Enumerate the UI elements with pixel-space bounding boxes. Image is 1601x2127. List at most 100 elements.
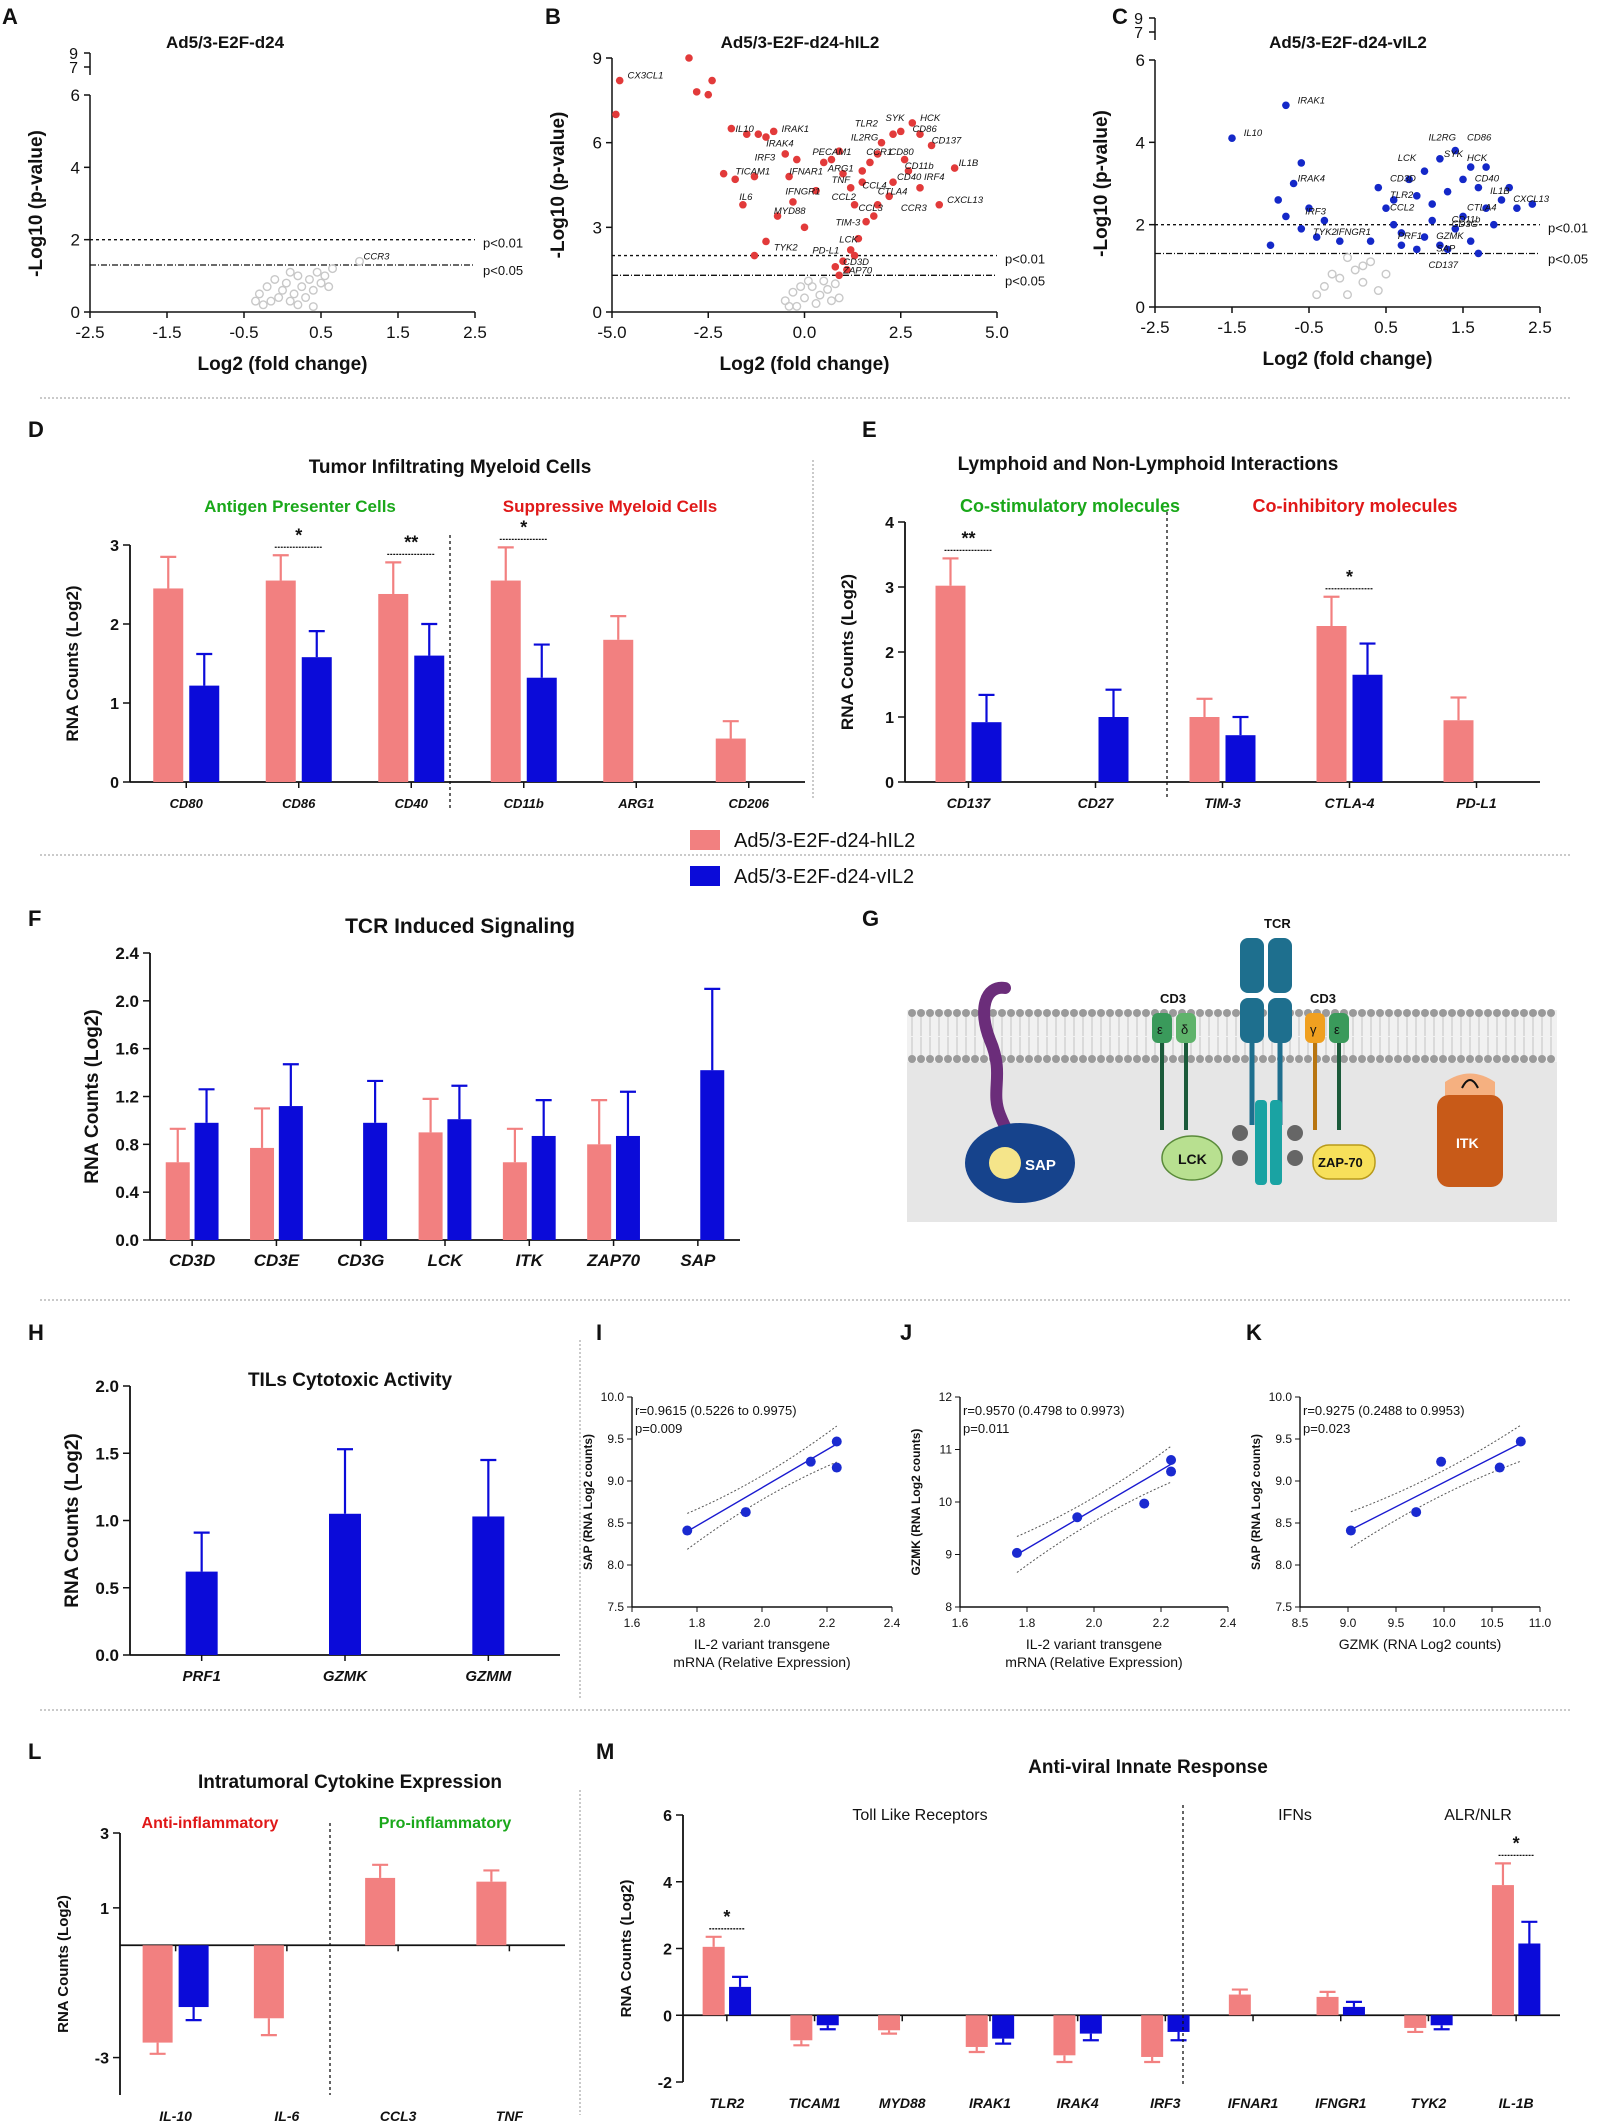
point-label: GZMK — [1436, 231, 1464, 242]
chart-title: Tumor Infiltrating Myeloid Cells — [309, 457, 592, 478]
y-tick-label: 3 — [100, 1826, 109, 1843]
lipid-head-outer — [935, 1009, 943, 1017]
data-point — [293, 300, 303, 310]
data-point-significant — [1459, 175, 1467, 184]
legend: Ad5/3-E2F-d24-hIL2 Ad5/3-E2F-d24-vIL2 — [690, 830, 915, 888]
data-point-significant — [750, 172, 759, 181]
volcano-plot-a: Ad5/3-E2F-d24 -2.5 -1.5 -0.5 0.5 1.5 2.5 0 2 4 6 97… — [26, 33, 523, 375]
tcr-label: TCR — [1264, 916, 1291, 931]
y-axis-label: RNA Counts (Log2) — [62, 1433, 83, 1608]
point-label: TIM-3 — [835, 217, 861, 228]
y-axis-label: RNA Counts (Log2) — [63, 585, 82, 741]
data-point-significant — [827, 155, 836, 164]
point-label: CXCL13 — [947, 195, 984, 206]
data-point-significant — [846, 184, 855, 192]
y-break-label: 9 — [69, 46, 78, 63]
bar — [992, 2015, 1015, 2039]
group-label: Anti-inflammatory — [142, 1815, 279, 1832]
data-point-nonsignificant — [1319, 281, 1329, 291]
lipid-head-outer — [1007, 1009, 1015, 1017]
bar — [185, 1571, 218, 1655]
group-labels-d: Antigen Presenter Cells Suppressive Myelo… — [204, 497, 717, 516]
lck-kinase — [1161, 1135, 1223, 1181]
itk-kinase — [1437, 1095, 1503, 1187]
data-point-nonsignificant — [811, 299, 821, 309]
lipid-head-outer — [1061, 1009, 1069, 1017]
point-label: IFNAR1 — [789, 167, 823, 178]
data-point-significant — [900, 155, 909, 164]
data-point — [297, 282, 307, 292]
data-point-significant — [1389, 220, 1398, 229]
lipid-head-inner — [935, 1055, 943, 1063]
data-point-significant — [785, 172, 793, 181]
bar — [447, 1119, 472, 1240]
x-tick-label: 10.5 — [1480, 1616, 1504, 1630]
lipid-head-outer — [1358, 1009, 1366, 1017]
lipid-head-inner — [1079, 1055, 1087, 1063]
point-label: IRAK4 — [766, 138, 793, 149]
data-point-significant — [1459, 212, 1467, 221]
data-point — [312, 267, 322, 277]
data-point-significant — [1451, 224, 1460, 233]
lipid-head-outer — [1205, 1009, 1213, 1017]
point-label: CCR1 — [866, 147, 892, 158]
lipid-head-outer — [1097, 1009, 1105, 1017]
x-tick-label: 2.5 — [463, 323, 487, 342]
point-label: CD86 — [912, 124, 937, 135]
data-point-significant — [1374, 183, 1383, 192]
point-label: CCL4 — [862, 181, 886, 192]
itam-phosphate — [1287, 1150, 1303, 1166]
x-tick-label: 10.0 — [1432, 1616, 1456, 1630]
cd3-epsilon-right — [1329, 1013, 1349, 1043]
legend-label-vil2: Ad5/3-E2F-d24-vIL2 — [734, 866, 914, 888]
data-point — [740, 1507, 751, 1518]
point-label: CCL2 — [1390, 202, 1415, 213]
data-point-significant — [873, 200, 882, 209]
data-point-significant — [1420, 233, 1429, 241]
data-point — [285, 267, 295, 277]
x-tick-label: 2.5 — [1528, 318, 1552, 337]
lipid-head-inner — [1223, 1055, 1231, 1063]
lipid-head-inner — [917, 1055, 925, 1063]
cd3-gamma — [1305, 1013, 1325, 1043]
panel-letter-h: H — [28, 1320, 44, 1345]
lipid-head-outer — [1502, 1009, 1510, 1017]
group-label: Co-stimulatory molecules — [960, 496, 1180, 516]
volcano-plot-b: Ad5/3-E2F-d24-hIL2 -5.0 -2.5 0.0 2.5 5.0 0 3 6 9 L… — [548, 33, 1045, 375]
point-label: TICAM1 — [735, 167, 770, 178]
category-label: IRF3 — [1150, 2095, 1181, 2111]
chart-title: TILs Cytotoxic Activity — [248, 1370, 453, 1391]
data-point — [258, 300, 268, 310]
category-label: SAP — [680, 1251, 716, 1270]
data-point-nonsignificant — [792, 301, 802, 311]
lipid-head-inner — [1106, 1055, 1114, 1063]
point-label: CTLA4 — [1467, 202, 1497, 213]
lipid-head-inner — [1187, 1055, 1195, 1063]
category-label: LCK — [428, 1251, 465, 1270]
bar — [189, 685, 220, 782]
lipid-head-inner — [1295, 1055, 1303, 1063]
point-label: CD80 — [889, 147, 914, 158]
data-point — [320, 271, 330, 281]
data-point-significant — [1428, 216, 1436, 225]
data-point-significant — [835, 271, 843, 280]
data-point — [1436, 1456, 1447, 1467]
panel-letter-l: L — [28, 1739, 41, 1764]
lipid-head-inner — [1070, 1055, 1078, 1063]
x-tick-label: 11.0 — [1529, 1616, 1552, 1630]
data-point-significant — [850, 251, 859, 260]
bar — [1352, 674, 1383, 782]
bar — [142, 1945, 173, 2043]
bar — [301, 657, 332, 782]
data-point — [316, 278, 326, 288]
x-tick-label: -0.5 — [229, 323, 258, 342]
membrane-band — [907, 1010, 1557, 1062]
x-tick-label: 9.0 — [1340, 1616, 1357, 1630]
group-labels-l: Anti-inflammatory Pro-inflammatory — [142, 1815, 512, 1832]
lipid-head-outer — [1430, 1009, 1438, 1017]
bar — [935, 585, 966, 782]
data-point — [304, 274, 314, 284]
y-tick-label: 3 — [593, 218, 602, 237]
lipid-head-outer — [1088, 1009, 1096, 1017]
data-point-significant — [727, 124, 736, 133]
